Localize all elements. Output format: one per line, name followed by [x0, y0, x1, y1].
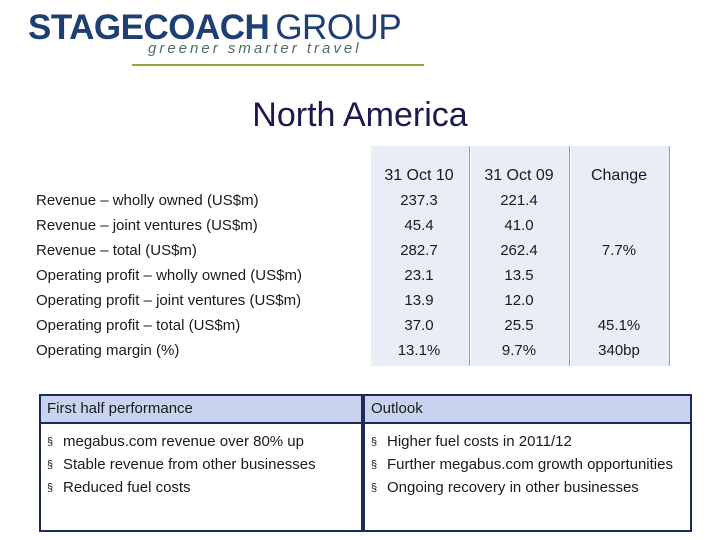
list-item: § Stable revenue from other businesses [47, 455, 355, 475]
cell-change: 340bp [598, 342, 640, 359]
cell-change: 7.7% [601, 242, 637, 259]
column-header-current: 31 Oct 10 [384, 167, 454, 184]
row-label: Revenue – wholly owned (US$m) [36, 192, 259, 209]
bullet-icon: § [47, 482, 54, 494]
cell-prior: 12.0 [504, 292, 534, 309]
list-item-text: Ongoing recovery in other businesses [387, 479, 639, 496]
cell-prior: 13.5 [504, 267, 534, 284]
list-item-text: Further megabus.com growth opportunities [387, 456, 673, 473]
row-label: Revenue – total (US$m) [36, 242, 197, 259]
list-item: § Higher fuel costs in 2011/12 [371, 432, 684, 452]
column-bg-prior [470, 146, 570, 366]
row-label: Revenue – joint ventures (US$m) [36, 217, 258, 234]
cell-prior: 262.4 [500, 242, 538, 259]
list-item: § Reduced fuel costs [47, 478, 355, 498]
row-label: Operating profit – joint ventures (US$m) [36, 292, 302, 309]
row-label: Operating profit – total (US$m) [36, 317, 241, 334]
cell-current: 13.9 [404, 292, 434, 309]
column-header-change: Change [590, 167, 648, 184]
bullet-icon: § [47, 459, 54, 471]
bullet-icon: § [47, 436, 54, 448]
bullet-icon: § [371, 436, 378, 448]
cell-current: 237.3 [400, 192, 438, 209]
cell-prior: 41.0 [504, 217, 534, 234]
logo-group: GROUP [275, 8, 402, 47]
first-half-heading: First half performance [41, 396, 361, 424]
cell-current: 45.4 [404, 217, 434, 234]
list-item: § Ongoing recovery in other businesses [371, 478, 684, 498]
column-bg-change [570, 146, 670, 366]
first-half-panel: First half performance § megabus.com reve… [39, 394, 363, 532]
cell-change: 45.1% [597, 317, 641, 334]
cell-current: 13.1% [397, 342, 441, 359]
cell-prior: 25.5 [504, 317, 534, 334]
outlook-heading: Outlook [365, 396, 690, 424]
first-half-list: § megabus.com revenue over 80% up § Stable… [41, 424, 361, 498]
outlook-panel: Outlook § Higher fuel costs in 2011/12 § F… [363, 394, 692, 532]
list-item-text: megabus.com revenue over 80% up [63, 433, 304, 450]
row-label: Operating profit – wholly owned (US$m) [36, 267, 302, 284]
page-title: North America [252, 96, 468, 134]
list-item: § Further megabus.com growth opportunitie… [371, 455, 684, 475]
column-bg-current [370, 146, 470, 366]
logo-name: STAGECOACH [28, 8, 270, 47]
list-item-text: Higher fuel costs in 2011/12 [387, 433, 572, 450]
list-item-text: Stable revenue from other businesses [63, 456, 316, 473]
cell-current: 37.0 [404, 317, 434, 334]
bullet-icon: § [371, 459, 378, 471]
cell-prior: 221.4 [500, 192, 538, 209]
logo-underline [132, 64, 424, 66]
cell-current: 23.1 [404, 267, 434, 284]
list-item-text: Reduced fuel costs [63, 479, 191, 496]
bullet-icon: § [371, 482, 378, 494]
outlook-list: § Higher fuel costs in 2011/12 § Further m… [365, 424, 690, 498]
cell-prior: 9.7% [501, 342, 537, 359]
row-label: Operating margin (%) [36, 342, 180, 359]
logo-tagline: greener smarter travel [148, 40, 362, 57]
cell-current: 282.7 [400, 242, 438, 259]
stagecoach-logo: STAGECOACH GROUP [28, 8, 402, 48]
column-header-prior: 31 Oct 09 [484, 167, 554, 184]
list-item: § megabus.com revenue over 80% up [47, 432, 355, 452]
